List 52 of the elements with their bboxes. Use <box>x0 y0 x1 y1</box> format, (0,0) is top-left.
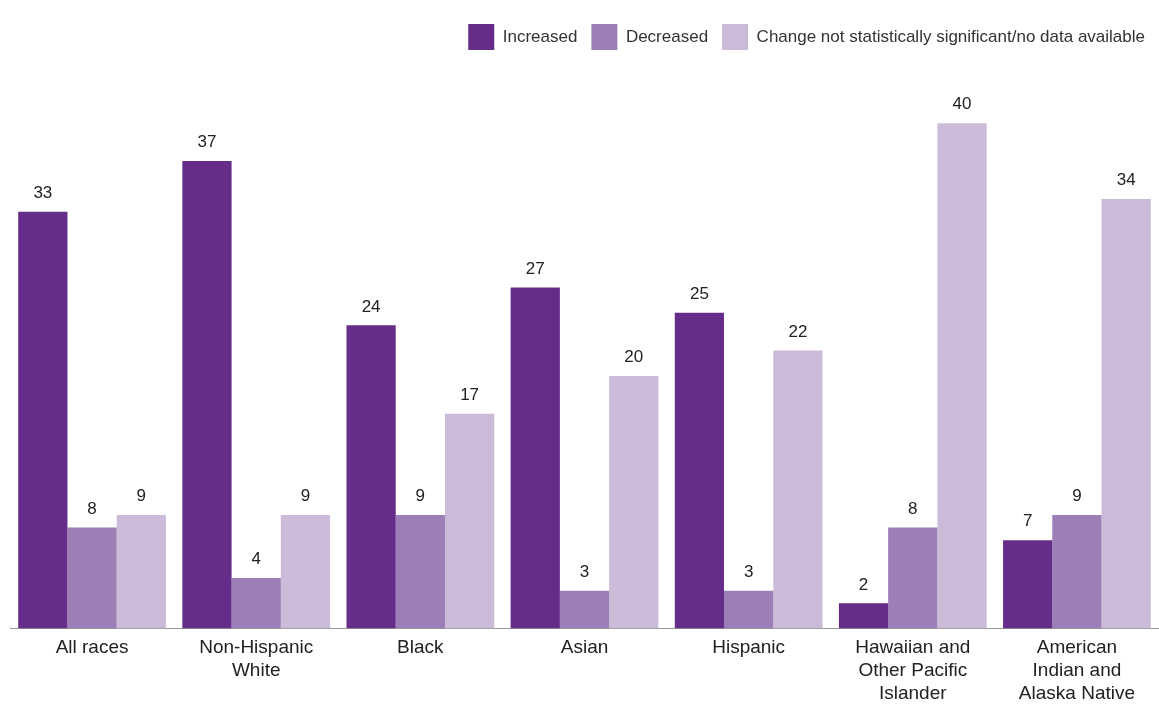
bar <box>346 325 396 629</box>
bar <box>838 603 889 629</box>
bar <box>674 312 725 629</box>
bar <box>510 287 560 629</box>
data-label: 9 <box>300 486 311 506</box>
data-label: 2 <box>858 574 869 594</box>
legend-label: Decreased <box>625 26 709 46</box>
legend-label: Increased <box>502 26 578 46</box>
bar <box>1003 540 1053 629</box>
data-label: 8 <box>908 498 918 518</box>
bar <box>609 375 659 629</box>
data-label: 24 <box>361 296 381 316</box>
data-label: 9 <box>136 486 147 506</box>
data-label: 9 <box>1072 486 1082 506</box>
bar <box>18 211 68 629</box>
bar <box>116 514 166 629</box>
data-label: 7 <box>1022 511 1033 531</box>
data-label: 40 <box>952 94 972 114</box>
x-tick-label: Asian <box>560 636 609 658</box>
bar <box>1052 514 1102 629</box>
legend-label: Change not statistically significant/no data available <box>756 26 1145 46</box>
data-label: 3 <box>743 561 754 581</box>
bar <box>444 413 495 629</box>
bar <box>231 578 281 629</box>
data-label: 34 <box>1116 170 1136 190</box>
data-label: 20 <box>624 347 644 367</box>
x-tick-label: All races <box>55 636 129 658</box>
bar <box>67 527 117 629</box>
bar <box>395 514 445 629</box>
bar <box>773 350 823 629</box>
data-label: 17 <box>460 384 480 404</box>
data-label: 33 <box>33 182 53 202</box>
x-tick-label: Hispanic <box>712 636 786 658</box>
data-label: 8 <box>87 498 97 518</box>
bar <box>280 514 331 629</box>
x-tick-label: Hawaiian and Other Pacific Islander <box>855 636 971 703</box>
bar <box>888 527 938 629</box>
x-tick-label: Non-Hispanic White <box>199 636 314 681</box>
bar <box>724 590 774 629</box>
bar <box>937 123 987 629</box>
data-label: 3 <box>579 561 590 581</box>
x-tick-label: Black <box>397 636 445 658</box>
data-label: 4 <box>251 549 261 569</box>
data-label: 22 <box>788 321 808 341</box>
data-label: 25 <box>689 283 709 303</box>
data-label: 9 <box>415 486 426 506</box>
data-label: 27 <box>525 258 545 278</box>
x-tick-label: American Indian and Alaska Native <box>1018 636 1136 703</box>
data-label: 37 <box>197 132 217 152</box>
bar <box>559 590 610 629</box>
bar <box>1101 198 1151 629</box>
bar <box>182 161 232 629</box>
